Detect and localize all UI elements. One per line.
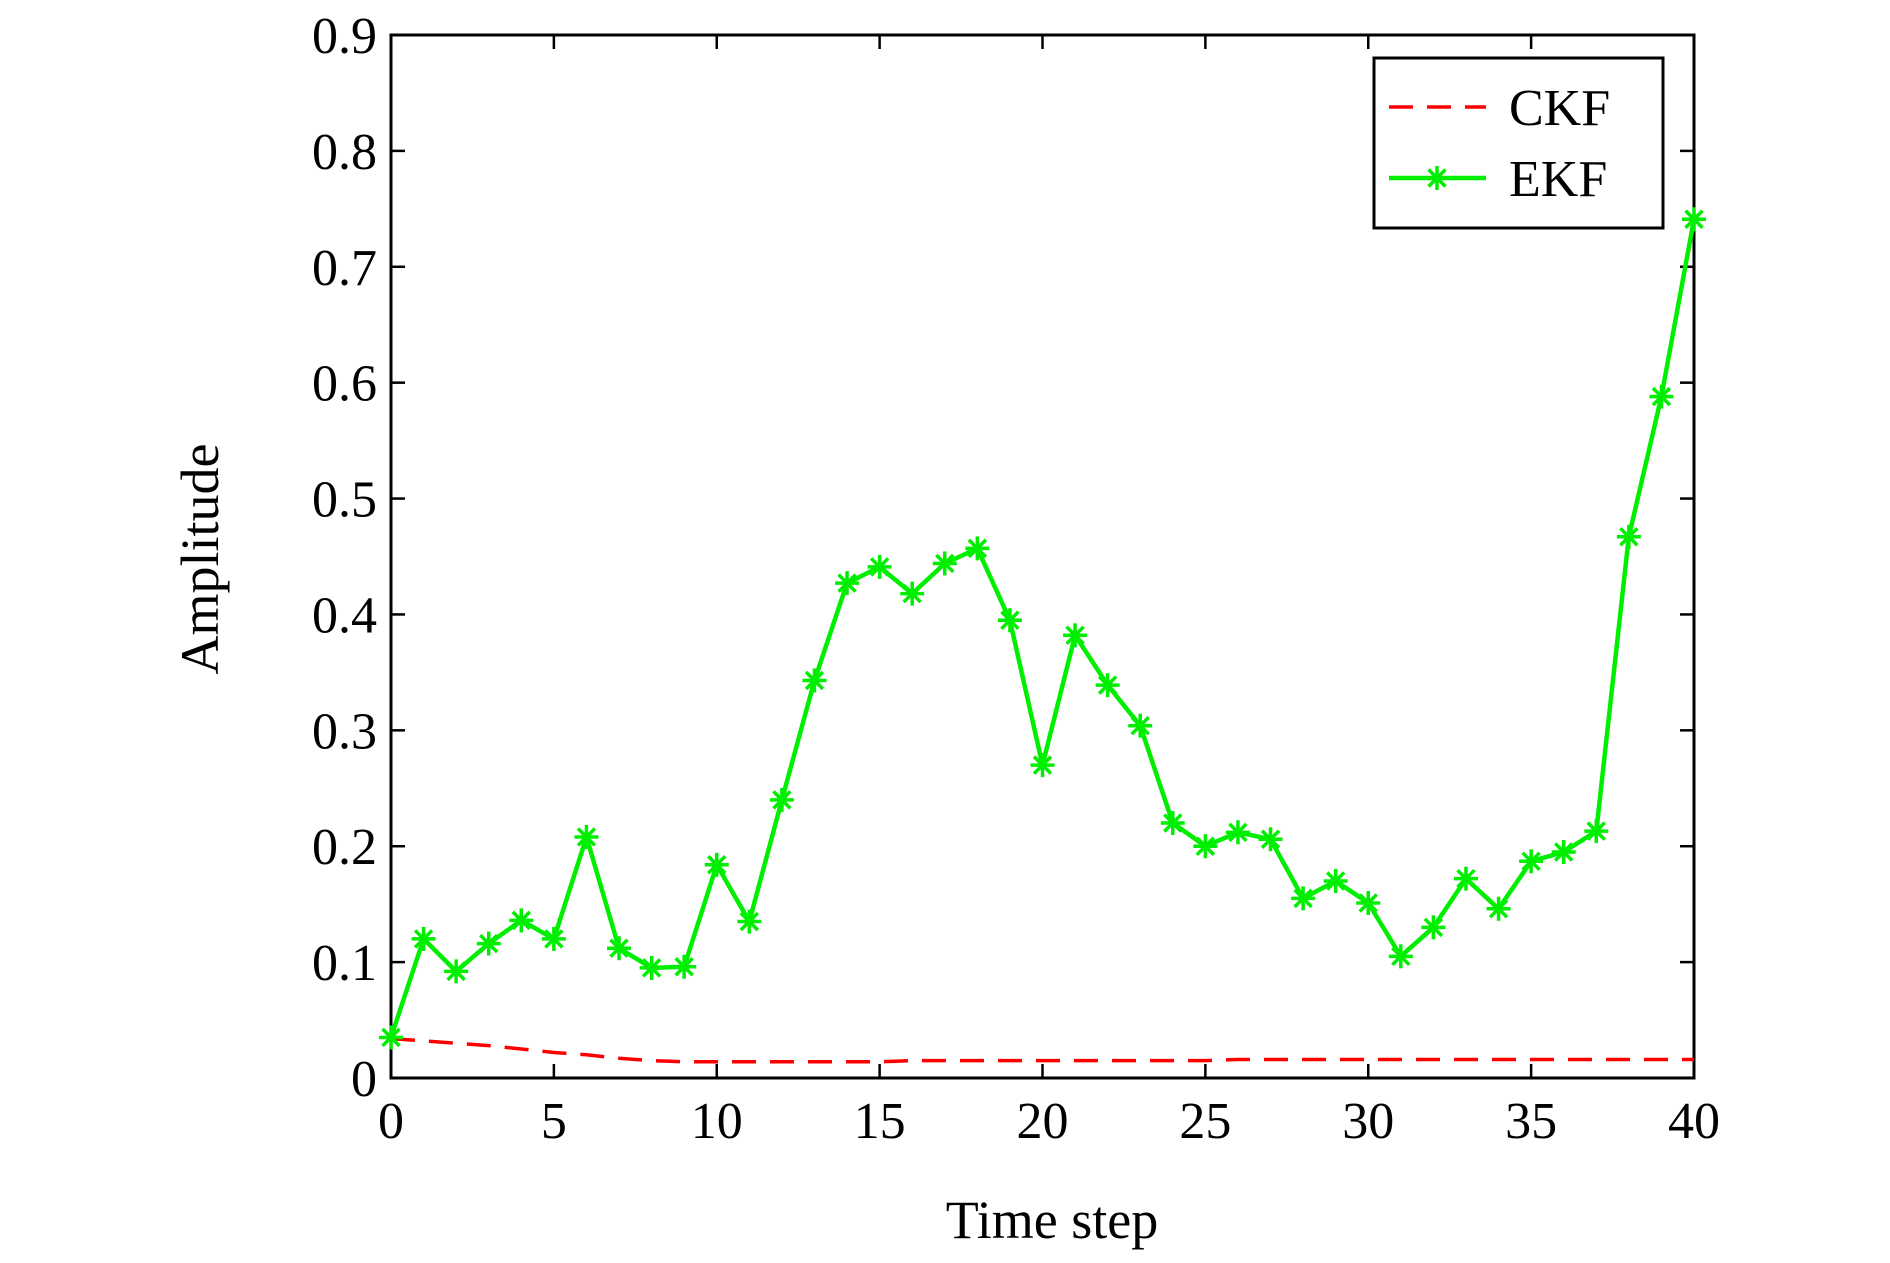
data-point-ekf (476, 931, 501, 956)
data-point-ekf (737, 909, 762, 934)
x-tick-label: 40 (1668, 1093, 1720, 1150)
data-point-ekf (802, 668, 827, 693)
data-point-ekf (1323, 868, 1348, 893)
data-point-ekf (1193, 834, 1218, 859)
data-point-ekf (932, 551, 957, 576)
data-point-ekf (672, 954, 697, 979)
data-point-ekf (574, 824, 599, 849)
y-tick-label: 0.6 (312, 356, 377, 413)
data-point-ekf (835, 571, 860, 596)
data-point-ekf (704, 852, 729, 877)
x-tick-label: 30 (1342, 1093, 1394, 1150)
data-point-ekf (1030, 753, 1055, 778)
data-point-ekf (639, 955, 664, 980)
x-tick-label: 25 (1179, 1093, 1231, 1150)
legend-item-ekf: EKF (1389, 151, 1607, 208)
data-point-ekf (1095, 673, 1120, 698)
y-tick-label: 0.1 (312, 935, 377, 992)
data-point-ekf (379, 1025, 403, 1050)
x-tick-label: 15 (854, 1093, 906, 1150)
data-point-ekf (1356, 891, 1381, 916)
data-point-ekf (1388, 944, 1413, 969)
y-tick-label: 0.8 (312, 124, 377, 181)
legend-marker-ekf (1425, 166, 1449, 190)
data-point-ekf (444, 959, 469, 984)
legend-label-ckf: CKF (1509, 80, 1610, 137)
y-tick-label: 0.4 (312, 587, 377, 644)
data-point-ekf (541, 926, 566, 951)
data-point-ekf (1649, 384, 1674, 409)
legend: CKF EKF (1372, 56, 1665, 230)
series-ekf (379, 207, 1706, 1050)
data-point-ekf (1063, 623, 1088, 648)
y-tick-label: 0.2 (312, 819, 377, 876)
x-tick-label: 20 (1017, 1093, 1069, 1150)
data-point-ekf (1551, 840, 1576, 865)
data-point-ekf (965, 536, 990, 561)
y-tick-label: 0.9 (312, 8, 377, 65)
data-point-ekf (769, 787, 794, 812)
x-tick-label: 5 (541, 1093, 567, 1150)
data-point-ekf (997, 608, 1022, 633)
data-point-ekf (1258, 827, 1283, 852)
data-point-ekf (607, 936, 632, 961)
legend-item-ckf: CKF (1389, 80, 1610, 137)
data-point-ekf (1519, 849, 1544, 874)
x-axis-label: Time step (946, 1190, 1159, 1250)
y-tick-label: 0.3 (312, 703, 377, 760)
legend-label-ekf: EKF (1509, 151, 1607, 208)
x-tick-label: 0 (378, 1093, 404, 1150)
series-line-ckf (390, 1036, 1694, 1064)
y-tick-label: 0 (351, 1051, 377, 1108)
series-layer (379, 207, 1706, 1064)
data-point-ekf (900, 581, 925, 606)
data-point-ekf (1616, 524, 1641, 549)
y-axis-label: Amplitude (170, 444, 230, 675)
data-point-ekf (1486, 896, 1511, 921)
axes-layer: 0 5 10 15 20 25 30 35 40 0 0.1 0.2 0.3 0.4 0.5 0.6 0.7 0.… (312, 8, 1720, 1150)
data-point-ekf (1291, 886, 1316, 911)
legend-box (1372, 56, 1665, 230)
data-point-ekf (411, 926, 436, 951)
y-tick-label: 0.5 (312, 472, 377, 529)
data-point-ekf (1128, 713, 1153, 738)
x-tick-label: 35 (1505, 1093, 1557, 1150)
data-point-ekf (867, 554, 892, 579)
data-point-ekf (1421, 915, 1446, 940)
data-point-ekf (1225, 820, 1250, 845)
data-point-ekf (1160, 811, 1185, 836)
data-point-ekf (1584, 819, 1609, 844)
data-point-ekf (1453, 866, 1478, 891)
data-point-ekf (1682, 207, 1706, 232)
y-tick-label: 0.7 (312, 240, 377, 297)
series-ckf (390, 1036, 1694, 1064)
x-tick-label: 10 (691, 1093, 743, 1150)
data-point-ekf (509, 908, 534, 933)
